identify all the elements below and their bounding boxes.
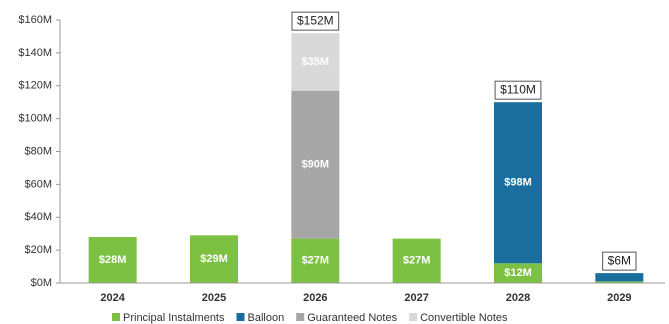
- legend-swatch: [296, 313, 305, 321]
- bar-segment: [291, 90, 340, 239]
- data-label: $28M: [99, 254, 127, 266]
- legend-label: Guaranteed Notes: [307, 312, 397, 324]
- legend-label: Principal Instalments: [123, 312, 225, 324]
- data-label: $29M: [200, 253, 228, 265]
- y-tick-label: $120M: [18, 80, 52, 92]
- x-tick-label: 2026: [303, 292, 327, 304]
- y-tick-label: $100M: [18, 113, 52, 125]
- total-box: [291, 11, 340, 31]
- total-label: $6M: [608, 253, 631, 267]
- x-tick-label: 2028: [506, 292, 530, 304]
- x-tick-label: 2024: [100, 292, 125, 304]
- bar-segment: [494, 102, 542, 264]
- data-label: $98M: [504, 177, 532, 189]
- total-box: [602, 251, 637, 271]
- bar-segment: [595, 273, 644, 282]
- data-label: $27M: [403, 255, 431, 267]
- y-tick-label: $80M: [24, 145, 52, 157]
- legend-label: Convertible Notes: [420, 312, 508, 324]
- bar-segment: [291, 33, 340, 91]
- y-tick-label: $140M: [18, 47, 52, 59]
- data-label: $35M: [302, 56, 330, 68]
- x-tick-label: 2029: [607, 292, 631, 304]
- bar-segment: [392, 238, 441, 283]
- legend-swatch: [409, 313, 418, 321]
- bar-segment: [494, 263, 542, 283]
- bar-segment: [291, 238, 340, 283]
- x-tick-label: 2025: [202, 292, 226, 304]
- bar-segment: [190, 235, 238, 283]
- legend-swatch: [236, 313, 245, 321]
- total-label: $152M: [297, 13, 334, 27]
- data-label: $27M: [302, 255, 330, 267]
- y-tick-label: $0M: [31, 277, 52, 289]
- y-tick-label: $20M: [24, 244, 52, 256]
- y-tick-label: $40M: [24, 211, 52, 223]
- bar-segment: [595, 281, 644, 283]
- x-tick-label: 2027: [404, 292, 428, 304]
- legend-label: Balloon: [248, 312, 285, 324]
- y-tick-label: $160M: [18, 14, 52, 26]
- data-label: $12M: [504, 267, 532, 279]
- total-label: $110M: [500, 82, 536, 96]
- bar-segment: [88, 236, 137, 283]
- data-label: $90M: [302, 159, 330, 171]
- y-tick-label: $60M: [24, 178, 52, 190]
- total-box: [494, 80, 542, 100]
- legend-swatch: [112, 313, 120, 321]
